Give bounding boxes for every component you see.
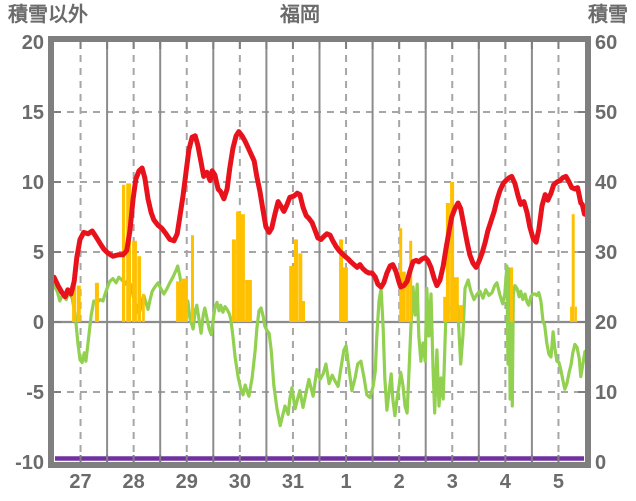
precip-bar [236, 211, 242, 322]
left-axis-tick-label: 15 [22, 102, 44, 124]
precip-bar [339, 239, 344, 322]
x-axis-tick-label: 2 [394, 471, 405, 493]
precip-bar [245, 280, 250, 322]
precip-bar [453, 277, 459, 322]
green-line-layer [52, 264, 587, 428]
left-axis-tick-label: -5 [26, 382, 44, 404]
precip-bar [94, 282, 99, 322]
precip-bar [180, 278, 188, 322]
green-line [52, 264, 587, 428]
x-axis-tick-label: 31 [282, 471, 304, 493]
precip-bar [294, 239, 298, 322]
temperature-line [51, 129, 587, 300]
precip-bar [401, 271, 406, 322]
precip-bar [342, 267, 348, 322]
left-axis-title: 積雪以外 [8, 2, 88, 26]
precip-bar [570, 306, 573, 322]
plot-frame-layer [48, 36, 591, 468]
precip-bar [231, 239, 236, 322]
precip-bar [289, 266, 295, 322]
right-axis-tick-label: 50 [595, 102, 617, 124]
right-axis-tick-label: 20 [595, 312, 617, 334]
plot-frame [48, 36, 591, 468]
precip-bar [443, 296, 447, 322]
x-axis-tick-label: 28 [123, 471, 145, 493]
right-axis-tick-label: 40 [595, 172, 617, 194]
right-axis-tick-label: 0 [595, 452, 606, 474]
precip-bar [399, 228, 403, 322]
precip-bar [191, 235, 194, 322]
precipitation-bars-layer [72, 182, 577, 322]
precip-bar [132, 240, 137, 322]
left-axis-tick-label: 0 [33, 312, 44, 334]
right-axis-tick-label: 30 [595, 242, 617, 264]
x-axis-tick-label: 4 [500, 471, 512, 493]
precip-bar [76, 285, 81, 322]
x-axis-tick-label: 29 [176, 471, 198, 493]
x-axis-tick-label: 30 [229, 471, 251, 493]
precip-bar [298, 253, 303, 322]
precip-bar [445, 203, 450, 322]
x-axis-tick-label: 1 [340, 471, 351, 493]
chart-title: 福岡 [279, 3, 320, 26]
right-axis-tick-label: 60 [595, 32, 617, 54]
precip-bar [406, 275, 410, 322]
temperature-line-layer [51, 129, 587, 300]
precip-bar [248, 280, 252, 322]
left-axis-tick-label: 10 [22, 172, 44, 194]
precip-bar [176, 281, 182, 322]
precip-bar [302, 301, 305, 322]
axis-ticks-layer [54, 42, 585, 462]
x-axis-tick-label: 5 [553, 471, 564, 493]
precip-bar [510, 267, 514, 322]
precip-bar [459, 305, 464, 322]
left-axis-tick-label: -10 [15, 452, 44, 474]
precip-bar [137, 256, 142, 322]
x-axis-tick-label: 3 [447, 471, 458, 493]
left-axis-tick-label: 5 [33, 242, 44, 264]
precip-bar [571, 214, 575, 322]
right-axis-tick-label: 10 [595, 382, 617, 404]
precip-bar [409, 240, 413, 322]
precip-bar [142, 294, 145, 322]
precip-bar [450, 182, 455, 322]
x-axis-tick-label: 27 [69, 471, 91, 493]
precip-bar [72, 284, 77, 322]
precip-bar [574, 306, 577, 322]
right-axis-title: 積雪 [588, 3, 628, 26]
left-axis-tick-label: 20 [22, 32, 44, 54]
precip-bar [240, 214, 245, 322]
precip-bar [126, 183, 131, 322]
